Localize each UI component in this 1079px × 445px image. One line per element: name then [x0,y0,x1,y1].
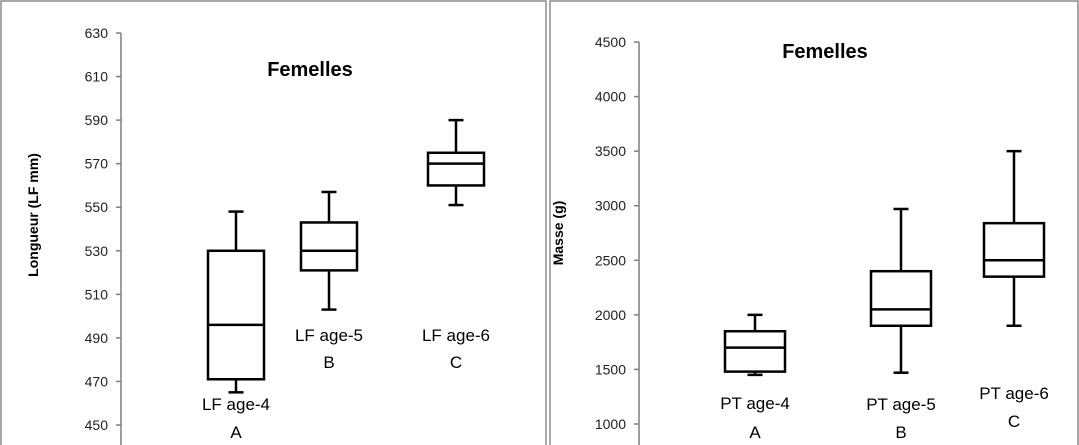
boxplot-length-chart: 450 470 490 510 530 550 570 590 610 630 Femelles Lo… [0,0,547,445]
y-tick-label: 450 [85,417,109,433]
y-tick-label: 2000 [595,307,626,323]
chart-title: Femelles [267,59,353,81]
chart-panel-mass: 1000 1500 2000 2500 3000 3500 4000 4500 Femelles… [549,0,1079,445]
y-tick-label: 510 [85,286,109,302]
boxplot-mass-chart: 1000 1500 2000 2500 3000 3500 4000 4500 Femelles… [549,0,1079,445]
y-tick-label: 1500 [595,361,626,377]
y-axis-label: Masse (g) [550,201,566,266]
y-tick-label: 470 [85,373,109,389]
boxplot-length-2 [299,190,359,311]
category-label: PT age-4 [720,394,790,413]
category-label: LF age-6 [422,326,490,345]
y-tick-label: 530 [85,243,109,259]
category-label: LF age-4 [202,395,270,414]
y-axis-label: Longueur (LF mm) [25,153,41,277]
iqr-box [206,249,266,381]
category-label: PT age-6 [979,384,1049,403]
boxplot-mass-3 [982,149,1046,328]
group-letter-label: A [230,423,242,442]
y-tick-label: 3000 [595,198,626,214]
iqr-box [299,221,359,272]
chart-frame [549,0,1079,445]
category-label: LF age-5 [295,326,363,345]
boxplot-mass-2 [869,207,933,374]
y-tick-label: 630 [85,25,109,41]
y-tick-label: 490 [85,330,109,346]
group-letter-label: B [323,353,334,372]
y-tick-label: 2500 [595,252,626,268]
chart-frame [0,0,547,445]
chart-panel-length: 450 470 490 510 530 550 570 590 610 630 Femelles Lo… [0,0,547,445]
group-letter-label: A [749,423,761,442]
y-tick-label: 550 [85,199,109,215]
boxplot-length-1 [206,210,266,394]
category-label: PT age-5 [866,395,936,414]
iqr-box [426,151,486,187]
y-tick-label: 590 [85,112,109,128]
iqr-box [982,221,1046,278]
boxplot-mass-1 [723,313,787,377]
y-tick-label: 610 [85,69,109,85]
group-letter-label: B [895,423,906,442]
y-tick-label: 1000 [595,416,626,432]
group-letter-label: C [1008,412,1020,431]
y-tick-label: 570 [85,156,109,172]
group-letter-label: C [450,353,462,372]
boxplot-length-3 [426,118,486,207]
y-tick-label: 3500 [595,143,626,159]
chart-title: Femelles [782,41,868,63]
y-tick-label: 4500 [595,34,626,50]
iqr-box [869,269,933,328]
y-tick-label: 4000 [595,89,626,105]
iqr-box [723,329,787,373]
